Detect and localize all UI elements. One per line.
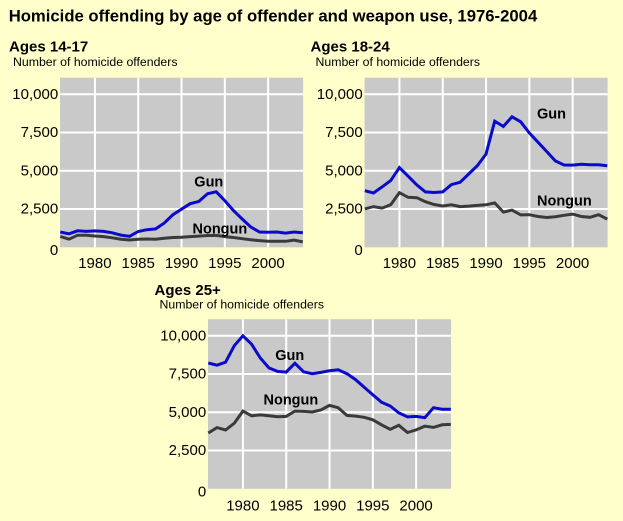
svg-text:2000: 2000	[251, 255, 284, 272]
svg-text:5,000: 5,000	[325, 162, 363, 179]
svg-text:2,500: 2,500	[21, 201, 59, 218]
svg-text:1985: 1985	[270, 498, 303, 515]
svg-text:2,500: 2,500	[169, 442, 207, 459]
svg-text:1990: 1990	[469, 255, 502, 272]
svg-text:0: 0	[198, 484, 206, 501]
svg-text:2000: 2000	[399, 498, 432, 515]
svg-text:Number of homicide offenders: Number of homicide offenders	[13, 55, 178, 69]
svg-text:1985: 1985	[426, 255, 459, 272]
svg-text:Gun: Gun	[537, 107, 566, 123]
svg-text:Gun: Gun	[194, 175, 223, 191]
svg-text:Ages 14-17: Ages 14-17	[9, 39, 88, 56]
svg-text:7,500: 7,500	[21, 124, 59, 141]
svg-text:10,000: 10,000	[12, 86, 58, 103]
svg-text:0: 0	[50, 242, 58, 259]
svg-text:1990: 1990	[313, 498, 346, 515]
svg-text:2000: 2000	[556, 255, 589, 272]
svg-text:5,000: 5,000	[21, 162, 59, 179]
svg-text:1980: 1980	[226, 498, 259, 515]
svg-text:Ages 25+: Ages 25+	[155, 282, 222, 299]
svg-text:1980: 1980	[78, 255, 111, 272]
svg-text:7,500: 7,500	[325, 124, 363, 141]
svg-text:7,500: 7,500	[169, 366, 207, 383]
svg-text:Homicide offending by age of o: Homicide offending by age of offender an…	[9, 7, 538, 26]
svg-text:1985: 1985	[122, 255, 155, 272]
svg-text:Number of homicide offenders: Number of homicide offenders	[316, 55, 481, 69]
svg-text:1980: 1980	[383, 255, 416, 272]
svg-text:0: 0	[354, 242, 362, 259]
svg-text:Ages 18-24: Ages 18-24	[311, 39, 391, 56]
svg-text:5,000: 5,000	[169, 404, 207, 421]
svg-text:Gun: Gun	[275, 348, 304, 364]
svg-text:Number of homicide offenders: Number of homicide offenders	[160, 297, 325, 311]
svg-text:1995: 1995	[356, 498, 389, 515]
svg-text:2,500: 2,500	[325, 201, 363, 218]
svg-text:1995: 1995	[513, 255, 546, 272]
svg-text:10,000: 10,000	[317, 86, 363, 103]
svg-text:Nongun: Nongun	[193, 222, 248, 238]
svg-text:Nongun: Nongun	[537, 194, 592, 210]
svg-text:Nongun: Nongun	[264, 393, 319, 409]
svg-text:10,000: 10,000	[160, 327, 206, 344]
svg-text:1990: 1990	[165, 255, 198, 272]
svg-text:1995: 1995	[208, 255, 241, 272]
